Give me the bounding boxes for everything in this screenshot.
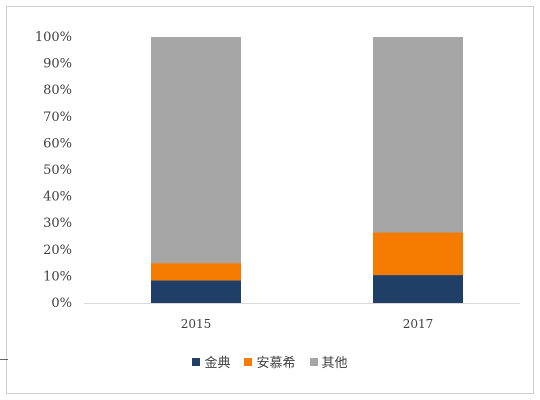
y-tick-label: 70% — [43, 110, 72, 125]
y-tick-label: 90% — [43, 57, 72, 72]
y-tick-label: 40% — [43, 190, 72, 205]
y-tick-label: 100% — [35, 30, 72, 45]
legend-item-jindian: 金典 — [192, 352, 230, 371]
legend-label-jindian: 金典 — [204, 356, 231, 371]
legend-label-other: 其他 — [321, 356, 348, 371]
edge-tick-mark — [0, 359, 8, 360]
y-tick-label: 30% — [43, 216, 72, 231]
y-tick-label: 60% — [43, 136, 72, 151]
bar-segment-2015-1 — [151, 263, 241, 281]
bar-segment-2015-0 — [151, 280, 241, 303]
x-tick-label-2015: 2015 — [181, 317, 212, 331]
bar-segment-2017-0 — [373, 275, 463, 303]
y-tick-label: 20% — [43, 243, 72, 258]
y-tick-label: 0% — [51, 296, 72, 311]
legend-swatch-other — [309, 357, 318, 366]
legend: 金典 安慕希 其他 — [0, 352, 540, 371]
legend-item-other: 其他 — [309, 352, 348, 371]
bar-segment-2017-2 — [373, 37, 463, 233]
legend-swatch-jindian — [192, 357, 201, 366]
legend-label-anmuxi: 安慕希 — [256, 356, 296, 371]
y-tick-label: 50% — [43, 163, 72, 178]
legend-item-anmuxi: 安慕希 — [244, 352, 296, 371]
legend-swatch-anmuxi — [244, 357, 253, 366]
y-tick-label: 10% — [43, 269, 72, 284]
bar-segment-2015-2 — [151, 37, 241, 264]
x-tick-label-2017: 2017 — [403, 317, 434, 331]
bar-segment-2017-1 — [373, 232, 463, 276]
y-tick-label: 80% — [43, 83, 72, 98]
